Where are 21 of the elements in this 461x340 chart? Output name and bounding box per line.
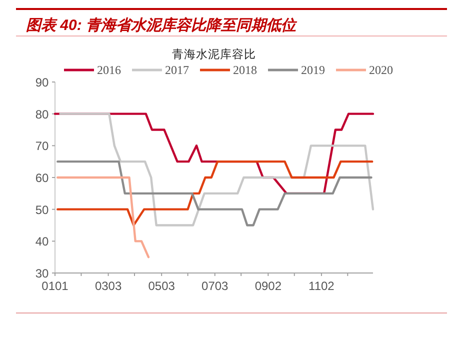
- legend-label: 2019: [301, 63, 325, 77]
- x-tick-label: 0503: [148, 279, 176, 293]
- y-tick-label: 40: [35, 234, 49, 249]
- y-tick-label: 50: [35, 202, 49, 217]
- legend-label: 2018: [233, 63, 257, 77]
- legend-label: 2020: [369, 63, 393, 77]
- y-tick-label: 30: [35, 266, 49, 280]
- chart-title: 图表 40: 青海省水泥库容比降至同期低位: [26, 16, 298, 34]
- chart-subtitle: 青海水泥库容比: [172, 47, 256, 61]
- y-tick-label: 90: [35, 76, 49, 90]
- legend-label: 2016: [97, 63, 121, 77]
- x-tick-label: 0101: [42, 279, 69, 293]
- y-tick-label: 60: [35, 171, 49, 185]
- line-series: [59, 112, 374, 226]
- x-tick-label: 0303: [94, 279, 122, 293]
- x-tick-label: 0902: [254, 279, 282, 293]
- x-tick-label: 1102: [308, 279, 335, 293]
- y-tick-label: 70: [35, 139, 49, 154]
- y-tick-label: 80: [35, 107, 49, 122]
- legend-label: 2017: [165, 63, 189, 77]
- x-tick-label: 0703: [202, 279, 229, 293]
